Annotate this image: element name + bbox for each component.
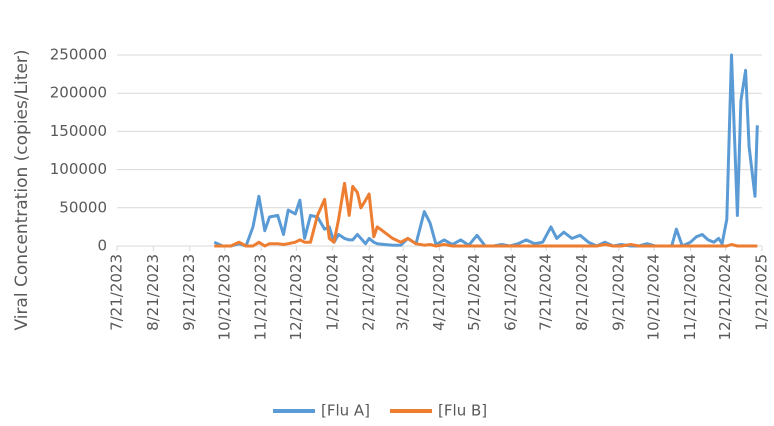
y-tick-label: 50000 bbox=[59, 198, 107, 216]
x-tick-label: 11/21/2024 bbox=[681, 254, 699, 340]
x-tick-label: 7/21/2024 bbox=[537, 254, 555, 331]
y-tick-label: 200000 bbox=[50, 84, 107, 102]
series-line bbox=[213, 53, 759, 248]
y-axis-label: Viral Concentration (copies/Liter) bbox=[12, 49, 32, 330]
x-tick-label: 4/21/2024 bbox=[430, 254, 448, 331]
x-tick-label: 2/21/2024 bbox=[360, 254, 378, 331]
x-tick-label: 7/21/2023 bbox=[108, 254, 126, 331]
x-tick-label: 5/21/2024 bbox=[465, 254, 483, 331]
x-tick-label: 12/21/2024 bbox=[716, 254, 734, 340]
y-tick-label: 0 bbox=[97, 237, 107, 255]
x-tick-label: 3/21/2024 bbox=[394, 254, 412, 331]
x-tick-label: 9/21/2024 bbox=[609, 254, 627, 331]
y-tick-label: 100000 bbox=[50, 160, 107, 178]
x-tick-label: 1/21/2024 bbox=[323, 254, 341, 331]
y-tick-label: 250000 bbox=[50, 46, 107, 64]
legend-label: [Flu B] bbox=[438, 402, 487, 420]
x-tick-label: 1/21/2025 bbox=[753, 254, 771, 331]
y-tick-label: 150000 bbox=[50, 122, 107, 140]
x-tick-label: 6/21/2024 bbox=[502, 254, 520, 331]
x-tick-label: 8/21/2023 bbox=[144, 254, 162, 331]
x-tick-label: 12/21/2023 bbox=[287, 254, 305, 340]
x-tick-label: 8/21/2024 bbox=[573, 254, 591, 331]
x-tick-label: 10/21/2024 bbox=[645, 254, 663, 340]
legend-label: [Flu A] bbox=[321, 402, 370, 420]
x-tick-label: 11/21/2023 bbox=[252, 254, 270, 340]
series-line bbox=[214, 181, 758, 248]
x-tick-label: 10/21/2023 bbox=[215, 254, 233, 340]
x-tick-label: 9/21/2023 bbox=[180, 254, 198, 331]
